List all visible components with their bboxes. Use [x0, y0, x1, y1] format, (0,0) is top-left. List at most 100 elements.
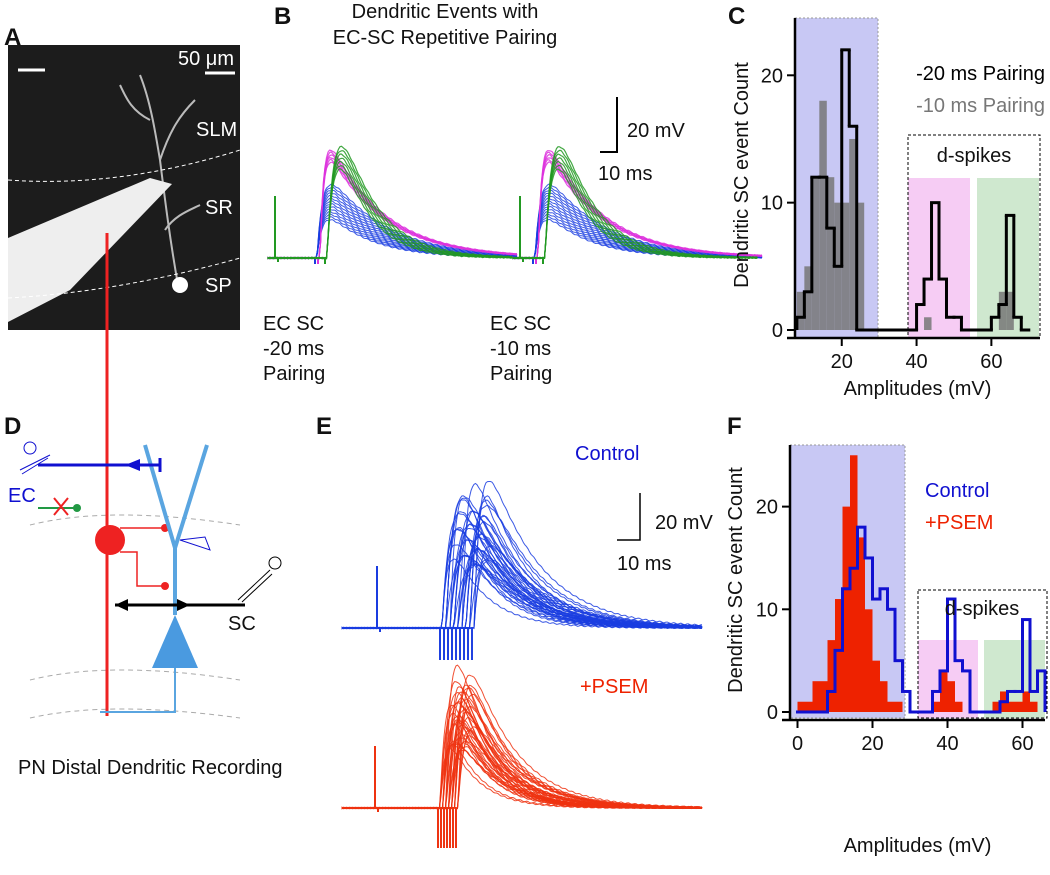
stimulus-artifact: [274, 196, 316, 264]
histogram-bar: [998, 291, 1007, 330]
stimulus-artifact: [374, 746, 442, 848]
stimulus-artifact: [376, 566, 441, 660]
histogram-bar: [1015, 701, 1023, 712]
legend-entry: Control: [925, 480, 989, 502]
x-tick-label: 40: [905, 351, 927, 373]
x-tick-label: 60: [980, 351, 1002, 373]
stimulus-artifact: [376, 566, 441, 660]
stimulus-artifact: [519, 196, 537, 264]
stimulus-artifact: [274, 196, 316, 264]
histogram-bar: [992, 701, 1000, 712]
stimulus-artifact: [274, 196, 319, 264]
y-axis-label: Dendritic SC event Count: [731, 62, 753, 288]
legend-entry: -10 ms Pairing: [916, 95, 1045, 117]
stimulus-artifact: [374, 746, 448, 848]
histogram-bar: [849, 138, 857, 330]
stimulus-artifact: [374, 746, 442, 848]
scale-label: 20 mV: [627, 120, 685, 142]
histogram-bar: [811, 177, 820, 330]
stimulus-artifact: [519, 196, 537, 264]
histogram-bar: [895, 701, 903, 712]
histogram-bar: [820, 681, 828, 712]
stimulus-artifact: [376, 566, 449, 660]
axis-line: [787, 18, 1040, 340]
stimulus-artifact: [374, 746, 439, 848]
histogram-bar: [842, 506, 850, 712]
layer-label: SR: [205, 197, 233, 219]
histogram-bar: [835, 599, 843, 712]
stimulus-artifact: [376, 566, 449, 660]
histogram-bar: [804, 266, 812, 330]
stimulus-artifact: [274, 196, 319, 264]
stimulus-artifact: [374, 746, 448, 848]
stimulus-artifact: [519, 196, 534, 264]
y-tick-label: 20: [761, 65, 783, 87]
panel-letter: B: [274, 3, 291, 30]
trace: [267, 150, 513, 260]
stimulus-artifact: [519, 196, 537, 264]
stimulus-artifact: [519, 196, 534, 264]
trace: [341, 716, 703, 810]
stimulus-artifact: [374, 746, 448, 848]
stimulus-artifact: [519, 196, 534, 264]
stimulus-artifact: [374, 746, 445, 848]
stimulus-artifact: [519, 196, 534, 264]
trace: [341, 746, 703, 810]
scale-label: 20 mV: [655, 512, 713, 534]
histogram-bar: [819, 100, 827, 330]
traces: [267, 145, 763, 264]
stimulus-artifact: [376, 566, 441, 660]
stimulus-artifact: [376, 566, 445, 660]
stimulus-artifact: [374, 746, 439, 848]
annotation: d-spikes: [937, 145, 1011, 167]
trace: [267, 145, 513, 260]
trace: [341, 719, 703, 810]
stimulus-artifact: [374, 746, 445, 848]
stimulus-artifact: [519, 196, 534, 264]
histogram-bar: [1007, 701, 1015, 712]
histogram-bar: [1022, 691, 1030, 712]
x-axis-label: Amplitudes (mV): [844, 378, 992, 400]
histogram-bar: [955, 701, 963, 712]
circuit-diagram: [19, 233, 282, 719]
stimulus-artifact: [274, 196, 316, 264]
stimulus-artifact: [374, 746, 451, 848]
stimulus-artifact: [374, 746, 442, 848]
trace: [341, 523, 703, 630]
micrograph: [7, 45, 241, 330]
trace: [512, 151, 763, 260]
stimulus-artifact: [376, 566, 453, 660]
stimulus-artifact: [519, 196, 534, 264]
stimulus-artifact: [274, 196, 316, 264]
stimulus-artifact: [519, 196, 534, 264]
y-tick-label: 0: [767, 702, 778, 724]
stimulus-artifact: [374, 746, 448, 848]
input-label: SC: [228, 613, 256, 635]
histogram-bar: [827, 640, 835, 712]
y-tick-label: 10: [761, 193, 783, 215]
histogram-chart: 0 10 20 20 40 60 Amplitudes (mV) Dendritic SC e…: [728, 3, 1045, 400]
trace: [512, 146, 758, 260]
y-tick-label: 0: [772, 320, 783, 342]
stimulus-artifact: [374, 746, 445, 848]
stimulus-artifact: [374, 746, 442, 848]
stimulus-artifact: [376, 566, 441, 660]
x-tick-label: 40: [936, 733, 958, 755]
stimulus-artifact: [274, 196, 319, 264]
panel-letter: F: [727, 413, 742, 440]
layer-label: SP: [205, 275, 232, 297]
scale-label: 50 μm: [178, 48, 234, 70]
stimulus-artifact: [274, 196, 326, 264]
axis-line: [782, 445, 1045, 722]
histogram-bar: [796, 291, 805, 330]
stimulus-artifact: [374, 746, 445, 848]
stimulus-artifact: [274, 196, 319, 264]
stimulus-artifact: [274, 196, 319, 264]
stimulus-artifact: [374, 746, 448, 848]
histogram-bar: [872, 660, 880, 712]
stimulus-artifact: [274, 196, 316, 264]
x-tick-label: 0: [792, 733, 803, 755]
y-tick-label: 20: [756, 497, 778, 519]
panel-title: Dendritic Events with: [352, 1, 539, 23]
stimulus-artifact: [374, 746, 439, 848]
